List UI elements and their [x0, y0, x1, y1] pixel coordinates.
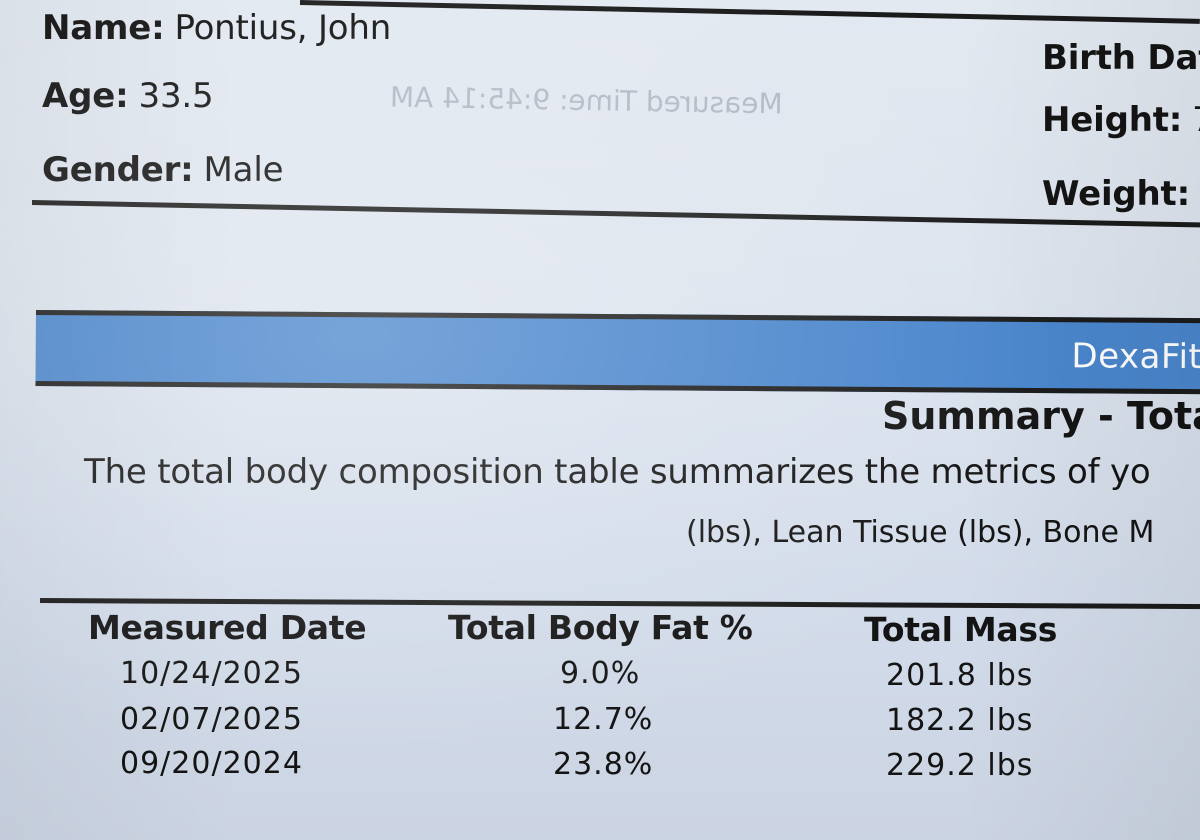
- age-value: 33.5: [138, 76, 214, 116]
- name-value: Pontius, John: [174, 8, 392, 48]
- header-top-rule: [299, 0, 1200, 24]
- patient-name-field: Name: Pontius, John: [42, 8, 391, 48]
- patient-gender-field: Gender: Male: [42, 150, 283, 190]
- row3-date: 09/20/2024: [120, 746, 303, 781]
- header-measured-date: Measured Date: [88, 608, 367, 647]
- summary-title: Summary - Tota: [882, 394, 1200, 438]
- row1-fat: 9.0%: [560, 656, 641, 691]
- row2-mass: 182.2 lbs: [886, 703, 1034, 738]
- name-label: Name:: [42, 8, 165, 48]
- row1-date: 10/24/2025: [120, 656, 303, 691]
- row2-date: 02/07/2025: [120, 702, 303, 737]
- patient-weight-field: Weight:1: [1042, 174, 1200, 214]
- row3-fat: 23.8%: [553, 747, 654, 782]
- patient-height-field: Height:7: [1042, 100, 1200, 140]
- patient-age-field: Age: 33.5: [42, 76, 214, 116]
- gender-value: Male: [203, 150, 284, 190]
- show-through-measured-time: Measured Time: 9:45:14 AM: [389, 80, 783, 121]
- height-value: 7: [1192, 100, 1200, 140]
- age-label: Age:: [42, 76, 129, 116]
- weight-label: Weight:: [1042, 174, 1190, 214]
- row2-fat: 12.7%: [553, 702, 654, 737]
- gender-label: Gender:: [42, 150, 194, 190]
- row3-mass: 229.2 lbs: [886, 748, 1034, 783]
- header-total-mass: Total Mass: [864, 610, 1058, 649]
- patient-birthdate-field: Birth Dat: [1042, 38, 1200, 78]
- row1-mass: 201.8 lbs: [886, 658, 1034, 693]
- height-label: Height:: [1042, 100, 1183, 140]
- summary-description-line2: (lbs), Lean Tissue (lbs), Bone M: [686, 515, 1155, 550]
- banner-title: DexaFit S: [1071, 336, 1200, 378]
- report-banner: DexaFit S: [35, 310, 1200, 395]
- summary-description-line1: The total body composition table summari…: [84, 452, 1151, 492]
- patient-info-divider: [31, 200, 1200, 228]
- header-total-body-fat: Total Body Fat %: [448, 608, 753, 647]
- birthdate-label: Birth Dat: [1042, 38, 1200, 78]
